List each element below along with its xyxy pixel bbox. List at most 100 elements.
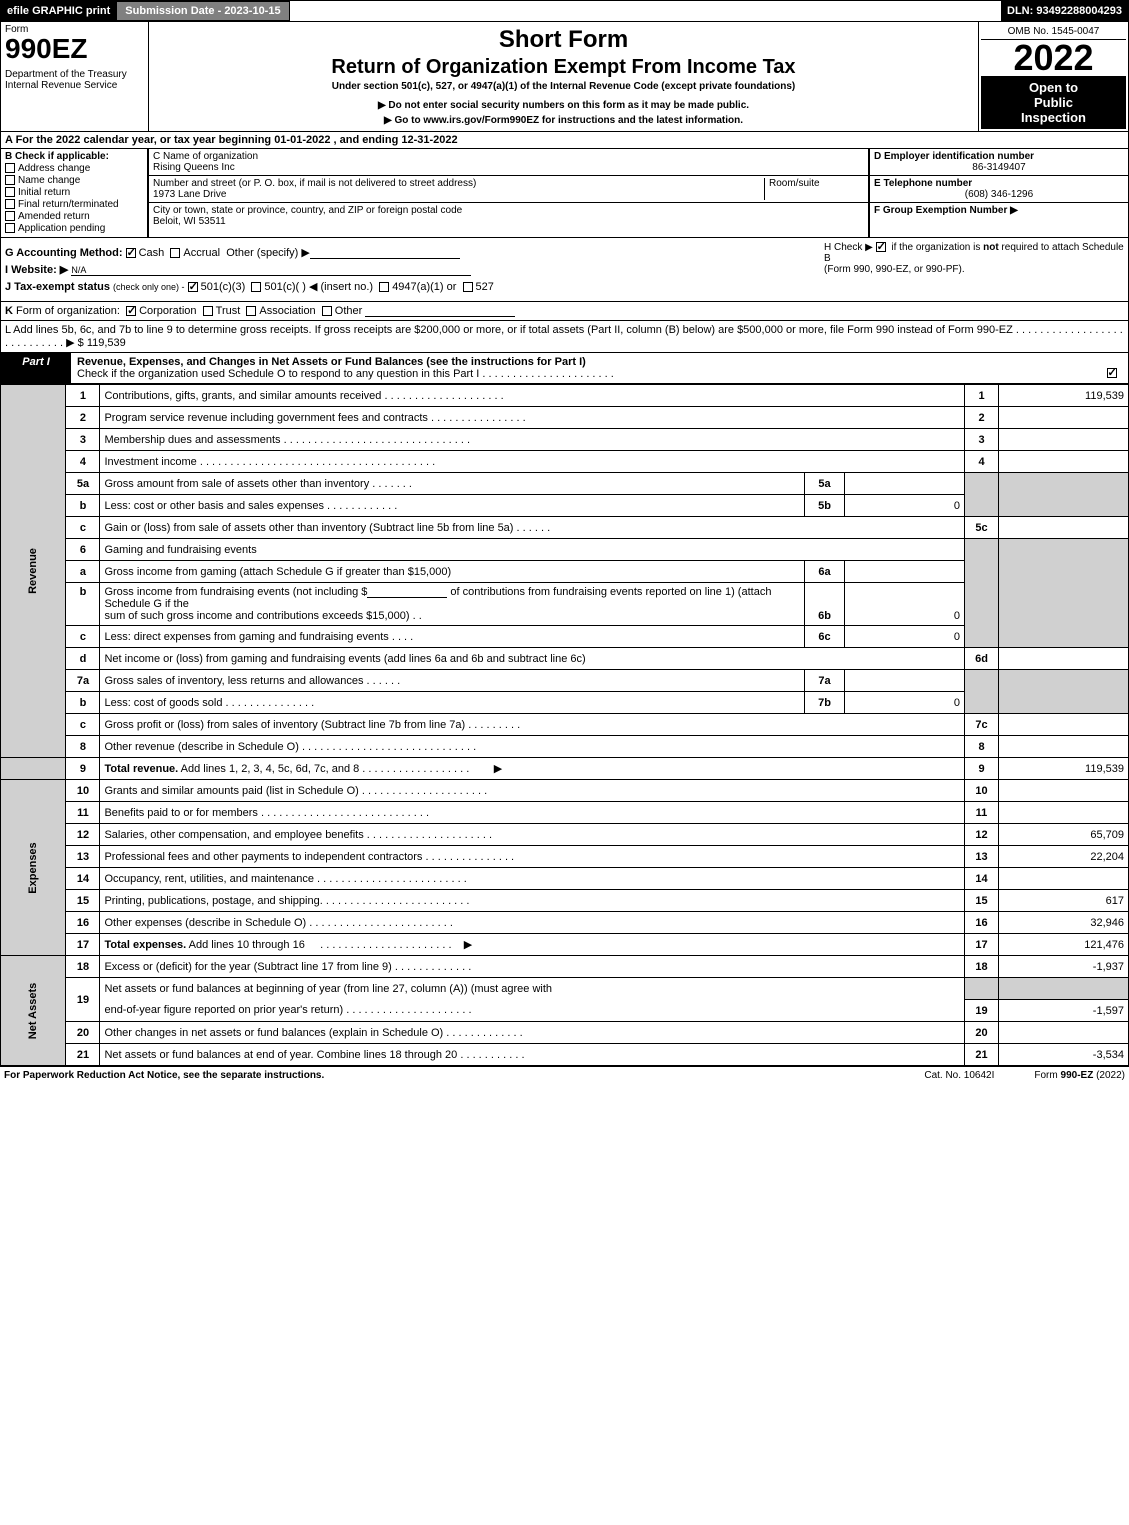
l12-num: 12: [66, 824, 100, 846]
l12-val: 65,709: [999, 824, 1129, 846]
cb-name-change[interactable]: Name change: [5, 175, 143, 186]
line-11: 11 Benefits paid to or for members . . .…: [1, 802, 1129, 824]
cb-address-change[interactable]: Address change: [5, 163, 143, 174]
cb-initial-return[interactable]: Initial return: [5, 187, 143, 198]
section-a-text: A For the 2022 calendar year, or tax yea…: [5, 134, 458, 146]
cb-other-org[interactable]: [322, 306, 332, 316]
l15-num: 15: [66, 890, 100, 912]
l5a-num: 5a: [66, 473, 100, 495]
line-5a: 5a Gross amount from sale of assets othe…: [1, 473, 1129, 495]
l7a-num: 7a: [66, 670, 100, 692]
l5b-num: b: [66, 495, 100, 517]
l6a-subval: [845, 561, 965, 583]
l7-shaded-val: [999, 670, 1129, 714]
cb-application-pending[interactable]: Application pending: [5, 223, 143, 234]
efile-print-label[interactable]: efile GRAPHIC print: [1, 1, 116, 21]
cb-association[interactable]: [246, 306, 256, 316]
line-13: 13 Professional fees and other payments …: [1, 846, 1129, 868]
footer-left: For Paperwork Reduction Act Notice, see …: [4, 1070, 884, 1081]
goto-link[interactable]: ▶ Go to www.irs.gov/Form990EZ for instru…: [153, 115, 974, 126]
org-name-label: C Name of organization: [153, 151, 864, 162]
cb-accrual[interactable]: [170, 248, 180, 258]
l6c-num: c: [66, 626, 100, 648]
phone-row: E Telephone number (608) 346-1296: [870, 176, 1128, 203]
part-1-checkbox-cell: [1098, 353, 1128, 383]
l1-desc: Contributions, gifts, grants, and simila…: [100, 385, 965, 407]
l19-shaded: [965, 978, 999, 1000]
l5a-subval: [845, 473, 965, 495]
header-left: Form 990EZ Department of the Treasury In…: [1, 22, 149, 131]
cb-final-return[interactable]: Final return/terminated: [5, 199, 143, 210]
expenses-side-label: Expenses: [1, 780, 66, 956]
line-6d: d Net income or (loss) from gaming and f…: [1, 648, 1129, 670]
l19-shaded-val: [999, 978, 1129, 1000]
l19-val: -1,597: [999, 1000, 1129, 1022]
l7c-val: [999, 714, 1129, 736]
l6d-col: 6d: [965, 648, 999, 670]
line-5b: b Less: cost or other basis and sales ex…: [1, 495, 1129, 517]
l7b-num: b: [66, 692, 100, 714]
l6d-desc: Net income or (loss) from gaming and fun…: [100, 648, 965, 670]
l11-num: 11: [66, 802, 100, 824]
other-blank[interactable]: [310, 247, 460, 259]
cb-cash[interactable]: [126, 248, 136, 258]
section-ghij: H Check ▶ if the organization is not req…: [0, 238, 1129, 302]
website-value: N/A: [71, 264, 471, 276]
l6-shaded-val: [999, 539, 1129, 648]
l15-val: 617: [999, 890, 1129, 912]
l6c-subval: 0: [845, 626, 965, 648]
l6a-sub: 6a: [805, 561, 845, 583]
l7-shaded: [965, 670, 999, 714]
line-2: 2 Program service revenue including gove…: [1, 407, 1129, 429]
ein-value: 86-3149407: [874, 162, 1124, 173]
city-row: City or town, state or province, country…: [149, 203, 868, 229]
cb-501c3[interactable]: [188, 282, 198, 292]
l16-col: 16: [965, 912, 999, 934]
l2-desc: Program service revenue including govern…: [100, 407, 965, 429]
line-10: Expenses 10 Grants and similar amounts p…: [1, 780, 1129, 802]
l17-desc: Total expenses. Add lines 10 through 16 …: [100, 934, 965, 956]
cb-amended-return[interactable]: Amended return: [5, 211, 143, 222]
l2-col: 2: [965, 407, 999, 429]
l13-col: 13: [965, 846, 999, 868]
other-org-blank[interactable]: [365, 305, 515, 317]
section-c: C Name of organization Rising Queens Inc…: [149, 149, 868, 237]
ein-label: D Employer identification number: [874, 151, 1034, 162]
l6-shaded: [965, 539, 999, 648]
l14-val: [999, 868, 1129, 890]
l11-col: 11: [965, 802, 999, 824]
l5c-val: [999, 517, 1129, 539]
h-text-1: H Check ▶: [824, 242, 873, 253]
l9-desc: Total revenue. Add lines 1, 2, 3, 4, 5c,…: [100, 758, 965, 780]
l6b-subval: 0: [845, 583, 965, 626]
cb-527[interactable]: [463, 282, 473, 292]
l6b-sub: 6b: [805, 583, 845, 626]
l13-val: 22,204: [999, 846, 1129, 868]
cb-trust[interactable]: [203, 306, 213, 316]
l21-desc: Net assets or fund balances at end of ye…: [100, 1044, 965, 1066]
revenue-side-label: Revenue: [1, 385, 66, 758]
group-exemption-label: F Group Exemption Number ▶: [874, 205, 1018, 216]
line-16: 16 Other expenses (describe in Schedule …: [1, 912, 1129, 934]
cb-corporation[interactable]: [126, 306, 136, 316]
tax-year: 2022: [981, 40, 1126, 76]
netassets-side-label: Net Assets: [1, 956, 66, 1066]
section-h: H Check ▶ if the organization is not req…: [824, 242, 1124, 275]
grid-bcdef: B Check if applicable: Address change Na…: [0, 149, 1129, 238]
cb-501c[interactable]: [251, 282, 261, 292]
l6c-desc: Less: direct expenses from gaming and fu…: [100, 626, 805, 648]
l7a-sub: 7a: [805, 670, 845, 692]
l9-val: 119,539: [999, 758, 1129, 780]
l12-col: 12: [965, 824, 999, 846]
l7c-col: 7c: [965, 714, 999, 736]
l6-desc: Gaming and fundraising events: [100, 539, 965, 561]
part-1-title: Revenue, Expenses, and Changes in Net As…: [71, 353, 1098, 383]
dept-line-2: Internal Revenue Service: [5, 80, 144, 91]
part-1-checkbox[interactable]: [1107, 368, 1117, 378]
cb-4947[interactable]: [379, 282, 389, 292]
inspection-2: Public: [985, 95, 1122, 110]
l7a-desc: Gross sales of inventory, less returns a…: [100, 670, 805, 692]
l5b-desc: Less: cost or other basis and sales expe…: [100, 495, 805, 517]
h-checkbox[interactable]: [876, 242, 886, 252]
l16-desc: Other expenses (describe in Schedule O) …: [100, 912, 965, 934]
